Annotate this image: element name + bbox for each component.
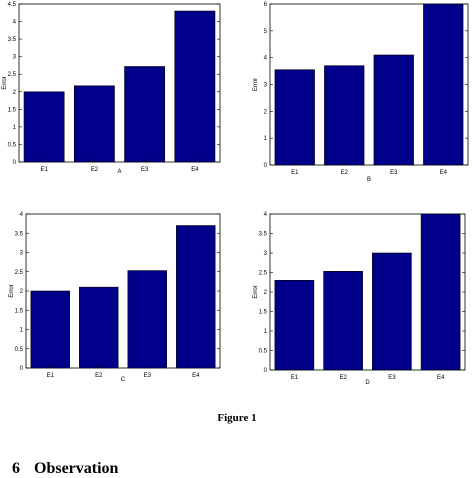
bar-a-e3 xyxy=(124,66,166,163)
bar-d-e1 xyxy=(274,279,315,371)
bar-b-e2 xyxy=(324,65,365,166)
y-tick-label-b: 0 xyxy=(264,163,268,169)
y-tick-label-a: 0.5 xyxy=(8,142,17,148)
y-tick-label-d: 1 xyxy=(264,329,268,335)
y-tick-label-a: 4.5 xyxy=(8,2,17,8)
x-tick-label-d: E3 xyxy=(388,375,396,381)
x-tick-label-c: E2 xyxy=(95,373,103,379)
y-tick-label-c: 1 xyxy=(20,328,24,334)
y-tick-label-a: 1 xyxy=(13,125,17,131)
y-tick-label-b: 5 xyxy=(264,29,268,35)
x-tick-label-d: E1 xyxy=(291,375,299,381)
panel-label-d: D xyxy=(365,380,370,386)
bar-a-e1 xyxy=(23,91,65,163)
y-tick-label-c: 0.5 xyxy=(15,347,24,353)
y-tick-label-c: 2 xyxy=(20,289,24,295)
y-tick-label-a: 0 xyxy=(13,160,17,166)
y-tick-label-a: 2 xyxy=(13,90,17,96)
y-tick-label-b: 6 xyxy=(264,2,268,8)
y-tick-label-a: 3 xyxy=(13,55,17,61)
bar-a-e4 xyxy=(174,10,216,163)
x-tick-label-b: E3 xyxy=(390,170,398,176)
y-tick-label-b: 3 xyxy=(264,83,268,89)
bar-d-e2 xyxy=(323,271,363,371)
chart-panel-d: 0 0.5 1 1.5 2 2.5 3 3.5 4 E1 E2 E3 E4 Error D xyxy=(253,212,466,386)
y-axis-label-d: Error xyxy=(253,285,259,298)
y-tick-label-d: 0.5 xyxy=(259,349,268,355)
bar-c-e3 xyxy=(127,270,167,369)
figure-panels: 0 0.5 1 1.5 2 2.5 3 3.5 4 4.5 E1 E2 E3 E4 Error A 0 1 2 3 4 5… xyxy=(2,2,469,386)
y-tick-label-d: 0 xyxy=(264,368,268,374)
figure-caption: Figure 1 xyxy=(217,412,257,424)
bar-b-e3 xyxy=(373,54,414,166)
x-tick-label-c: E1 xyxy=(47,373,55,379)
x-tick-label-a: E2 xyxy=(91,167,99,173)
section-number: 6 xyxy=(12,460,20,477)
x-tick-label-c: E4 xyxy=(192,373,200,379)
bar-b-e4 xyxy=(423,3,464,166)
x-tick-label-d: E4 xyxy=(437,375,445,381)
y-tick-label-d: 3.5 xyxy=(259,232,268,238)
bar-c-e4 xyxy=(176,225,216,369)
y-tick-label-c: 3 xyxy=(20,251,24,257)
chart-panel-b: 0 1 2 3 4 5 6 E1 E2 E3 E4 Error B xyxy=(253,2,469,183)
y-tick-label-d: 1.5 xyxy=(259,310,268,316)
y-tick-label-a: 2.5 xyxy=(8,72,17,78)
x-tick-label-a: E3 xyxy=(141,167,149,173)
bar-c-e1 xyxy=(30,290,70,369)
y-axis-label-a: Error xyxy=(2,76,8,89)
section-heading: 6 Observation xyxy=(12,460,118,478)
y-tick-label-c: 0 xyxy=(20,366,24,372)
y-tick-label-d: 4 xyxy=(264,212,268,218)
x-tick-label-a: E1 xyxy=(40,167,48,173)
y-tick-label-b: 2 xyxy=(264,109,268,115)
x-tick-label-a: E4 xyxy=(191,167,199,173)
y-tick-label-c: 1.5 xyxy=(15,308,24,314)
x-tick-label-b: E4 xyxy=(440,170,448,176)
x-tick-label-d: E2 xyxy=(339,375,347,381)
y-tick-label-d: 2 xyxy=(264,290,268,296)
y-tick-label-a: 1.5 xyxy=(8,107,17,113)
y-tick-label-b: 1 xyxy=(264,136,268,142)
chart-panel-c: 0 0.5 1 1.5 2 2.5 3 3.5 4 E1 E2 E3 E4 Error C xyxy=(9,212,221,383)
panel-label-b: B xyxy=(367,177,371,183)
y-tick-label-a: 4 xyxy=(13,20,17,26)
y-tick-label-d: 3 xyxy=(264,251,268,257)
y-axis-label-b: Error xyxy=(253,78,259,91)
section-title: Observation xyxy=(34,460,119,477)
bar-a-e2 xyxy=(73,85,115,163)
x-tick-label-b: E2 xyxy=(341,170,349,176)
chart-panel-a: 0 0.5 1 1.5 2 2.5 3 3.5 4 4.5 E1 E2 E3 E4 Error A xyxy=(2,2,221,175)
panel-label-c: C xyxy=(121,377,126,383)
y-tick-label-c: 4 xyxy=(20,212,24,218)
bar-c-e2 xyxy=(79,286,119,369)
bar-b-e1 xyxy=(274,69,315,166)
y-tick-label-c: 2.5 xyxy=(15,270,24,276)
x-tick-label-c: E3 xyxy=(144,373,152,379)
y-tick-label-b: 4 xyxy=(264,56,268,62)
panel-label-a: A xyxy=(117,169,121,175)
y-tick-label-a: 3.5 xyxy=(8,37,17,43)
y-tick-label-d: 2.5 xyxy=(259,271,268,277)
x-tick-label-b: E1 xyxy=(291,170,299,176)
bar-d-e3 xyxy=(372,252,412,371)
bar-d-e4 xyxy=(420,213,461,371)
y-axis-label-c: Error xyxy=(9,284,15,297)
y-tick-label-c: 3.5 xyxy=(15,231,24,237)
